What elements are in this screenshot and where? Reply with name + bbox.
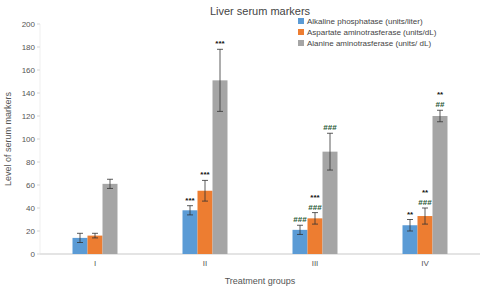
x-tick-label: II [203, 259, 207, 268]
y-tick [37, 116, 40, 117]
y-tick [37, 47, 40, 48]
significance-label: ### [418, 198, 432, 207]
title: Liver serum markers [210, 5, 311, 17]
significance-label: ** [437, 90, 444, 99]
y-tick [37, 139, 40, 140]
error-bar [407, 220, 413, 232]
legend-label: Aspartate aminotrasferase (units/dL) [307, 28, 437, 37]
significance-label: *** [185, 196, 195, 205]
legend-swatch [298, 29, 304, 35]
y-tick-label: 200 [22, 20, 36, 29]
y-tick [37, 254, 40, 255]
significance-label: *** [310, 193, 320, 202]
legend-swatch [298, 40, 304, 46]
y-tick [37, 93, 40, 94]
x-tick-label: III [312, 259, 319, 268]
y-tick [37, 24, 40, 25]
y-tick-label: 60 [26, 181, 35, 190]
error-bar [202, 180, 208, 201]
significance-label: *** [215, 39, 225, 48]
bar [103, 184, 118, 254]
y-tick [37, 162, 40, 163]
y-tick-label: 80 [26, 158, 35, 167]
significance-label: ** [407, 210, 414, 219]
y-tick-label: 140 [22, 89, 36, 98]
y-tick [37, 208, 40, 209]
x-axis-label: Treatment groups [225, 276, 296, 286]
legend: Alkaline phosphatase (units/liter) Aspart… [298, 17, 437, 48]
x-tick-label: IV [421, 259, 429, 268]
y-tick-label: 120 [22, 112, 36, 121]
error-bar [217, 49, 223, 111]
x-tick-label: I [94, 259, 96, 268]
error-bar [297, 225, 303, 234]
y-tick-label: 40 [26, 204, 35, 213]
error-bar [107, 179, 113, 188]
error-bar [437, 110, 443, 122]
y-tick [37, 231, 40, 232]
error-bar [422, 208, 428, 224]
bar [433, 116, 448, 254]
bar [88, 236, 103, 254]
error-bar [312, 213, 318, 225]
error-bar [77, 233, 83, 242]
significance-label: ** [422, 188, 429, 197]
y-axis-label: Level of serum markers [3, 91, 13, 186]
y-tick-label: 0 [31, 250, 36, 259]
significance-label: ### [323, 123, 337, 132]
significance-label: ## [436, 100, 445, 109]
y-axis [40, 24, 41, 254]
y-tick-label: 20 [26, 227, 35, 236]
y-tick-label: 160 [22, 66, 36, 75]
error-bar [92, 233, 98, 238]
legend-label: Alkaline phosphatase (units/liter) [307, 17, 423, 26]
bars [73, 49, 448, 254]
legend-label: Alanine aminotrasferase (units/ dL) [307, 39, 431, 48]
y-tick [37, 185, 40, 186]
y-tick-label: 100 [22, 135, 36, 144]
y-tick-label: 180 [22, 43, 36, 52]
chart: Liver serum markers 0 20 40 60 80 100 120 140 160… [0, 0, 496, 292]
significance-label: ### [293, 215, 307, 224]
error-bar [187, 206, 193, 215]
annotations: ***###*****###***###*****#####** [185, 39, 445, 224]
significance-label: *** [200, 170, 210, 179]
bar [183, 210, 198, 254]
legend-swatch [298, 18, 304, 24]
error-bar [327, 133, 333, 170]
y-tick [37, 70, 40, 71]
significance-label: ### [308, 203, 322, 212]
